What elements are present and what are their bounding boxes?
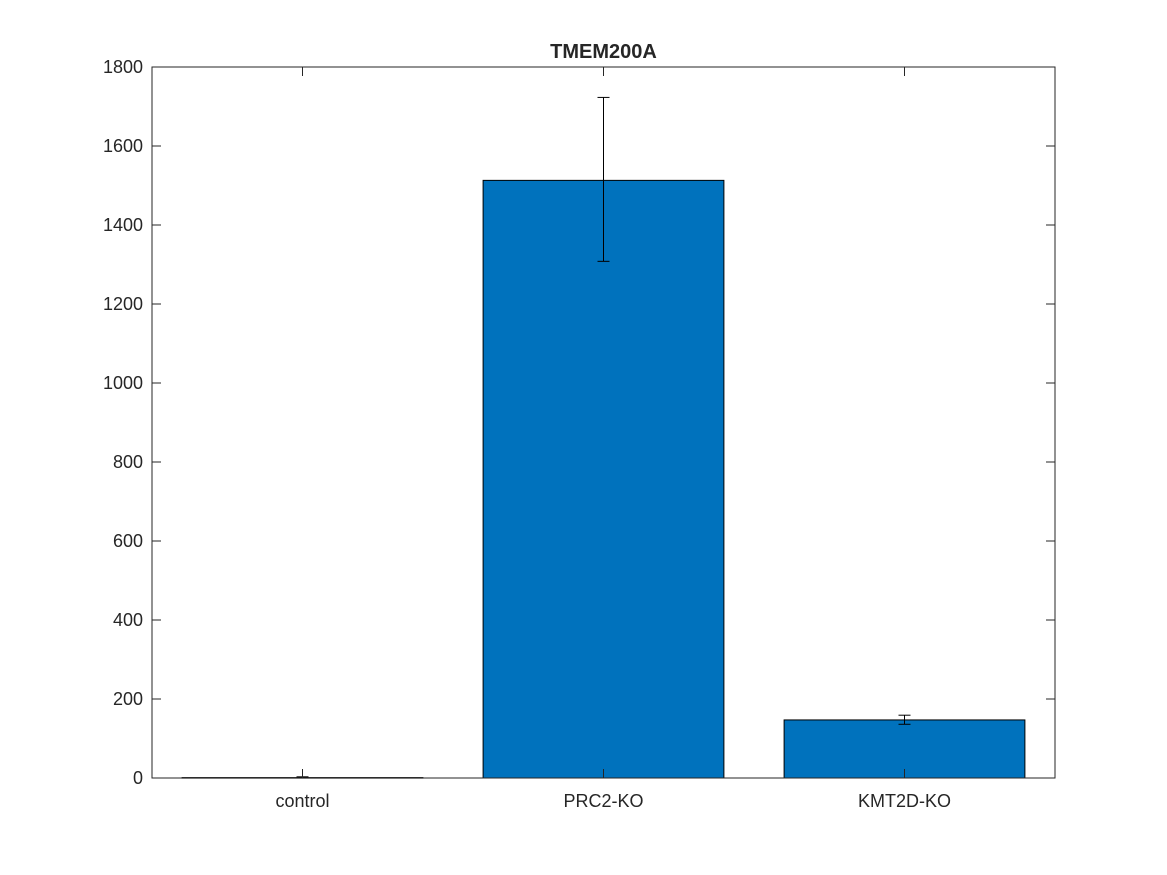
y-tick-label: 600 (113, 531, 143, 551)
x-tick-label: KMT2D-KO (858, 791, 951, 811)
y-tick-label: 400 (113, 610, 143, 630)
errorbar-prc2-ko (597, 96, 610, 262)
y-tick-label: 0 (133, 768, 143, 788)
y-axis: 0 200 400 600 800 1000 1200 1400 1600 1800 (103, 57, 1055, 788)
errorbar-kmt2d-ko (898, 714, 911, 725)
y-tick-label: 1800 (103, 57, 143, 77)
chart-title: TMEM200A (550, 41, 657, 63)
x-tick-label: PRC2-KO (563, 791, 643, 811)
errorbars-layer (296, 96, 911, 779)
bar-prc2-ko (482, 179, 725, 779)
y-tick-label: 1000 (103, 373, 143, 393)
y-tick-label: 1600 (103, 136, 143, 156)
x-axis: control PRC2-KO KMT2D-KO (275, 67, 951, 811)
x-tick-label: control (275, 791, 329, 811)
bar-kmt2d-ko (783, 719, 1026, 779)
bars-layer (181, 179, 1026, 779)
y-tick-label: 200 (113, 689, 143, 709)
y-tick-label: 1400 (103, 215, 143, 235)
y-tick-label: 1200 (103, 294, 143, 314)
y-tick-label: 800 (113, 452, 143, 472)
